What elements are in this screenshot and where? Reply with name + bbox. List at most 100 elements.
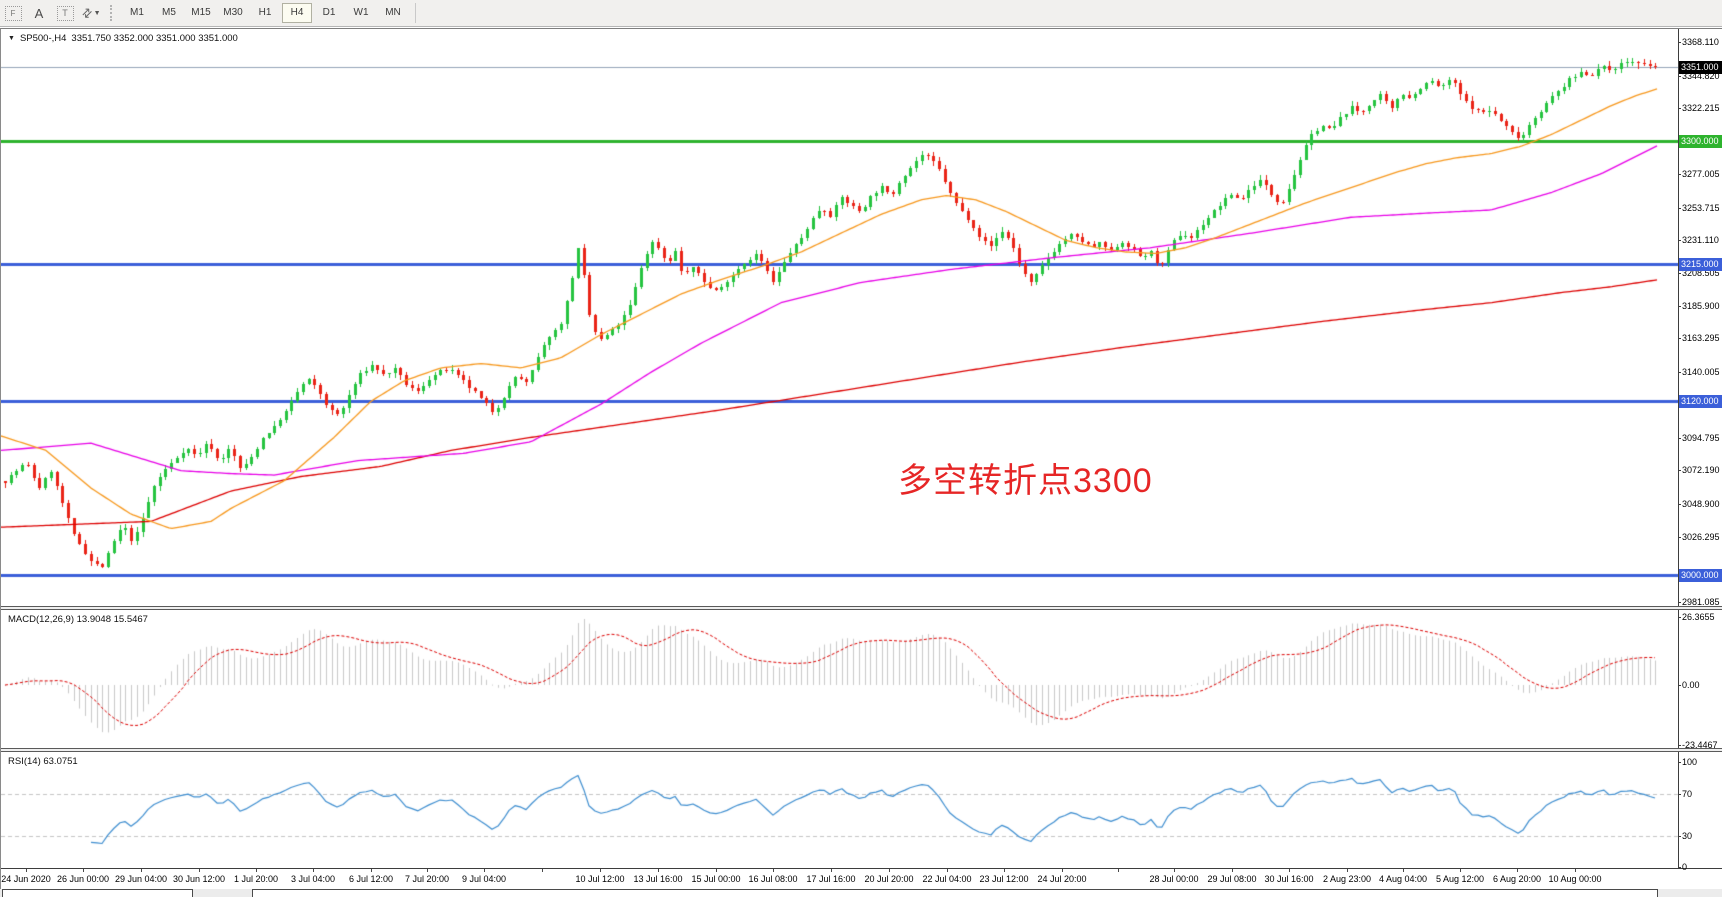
time-axis[interactable]: 24 Jun 2020 26 Jun 00:00 29 Jun 04:00 30 Ju… [1,868,1722,890]
time-axis-tick [199,869,200,872]
time-axis-tick [1517,869,1518,872]
time-axis-label: 26 Jun 00:00 [56,874,110,884]
time-axis-tick [947,869,948,872]
rsi-panel: RSI(14) 63.0751 100 70 30 0 [1,752,1722,872]
macd-scale-label: 26.3655 [1678,612,1715,622]
time-axis-label: 7 Jul 20:00 [404,874,450,884]
time-axis-tick [658,869,659,872]
price-scale-label: 3072.190 [1678,465,1720,476]
price-scale-label: 3322.215 [1678,103,1720,114]
time-axis-tick [1347,869,1348,872]
time-axis-tick [26,869,27,872]
background-window-edge [2,889,193,897]
time-axis-tick [1174,869,1175,872]
symbol-period-label: SP500-,H4 [19,33,67,44]
price-scale-label: 3231.110 [1678,235,1719,246]
candlestick-chart-canvas[interactable] [1,29,1679,606]
time-axis-label: 22 Jul 04:00 [922,874,972,884]
price-line-label: 3120.000 [1679,395,1722,409]
timeframe-h4[interactable]: H4 [282,3,312,23]
price-line-label: 3215.000 [1679,257,1722,271]
price-scale-label: 3163.295 [1678,333,1720,344]
price-scale-label: 3277.005 [1678,168,1720,179]
time-axis-tick [1289,869,1290,872]
time-axis-label: 3 Jul 04:00 [290,874,336,884]
price-scale-label: 3140.005 [1678,367,1720,378]
time-axis-label: 6 Jul 12:00 [348,874,394,884]
timeframe-w1[interactable]: W1 [353,7,369,18]
price-line-label: 3000.000 [1679,568,1722,582]
time-axis-tick [1004,869,1005,872]
price-scale-label: 3253.715 [1678,202,1720,213]
time-axis-label: 1 Jul 20:00 [233,874,279,884]
time-axis-tick [313,869,314,872]
rsi-scale[interactable]: 100 70 30 0 [1677,752,1722,872]
ohlc-values: 3351.750 3352.000 3351.000 3351.000 [71,33,238,44]
time-axis-label: 6 Aug 20:00 [1492,874,1542,884]
price-line-label: 3300.000 [1679,134,1722,148]
timeframe-mn[interactable]: MN [385,7,401,18]
time-axis-tick [542,869,543,872]
time-axis-label: 9 Jul 04:00 [461,874,507,884]
price-scale[interactable]: 3368.110 3344.820 3322.215 3277.005 3253.715… [1678,29,1722,607]
rsi-scale-label: 0 [1677,862,1688,872]
macd-scale-label: -23.4467 [1678,740,1718,751]
time-axis-tick [716,869,717,872]
time-axis-label: 24 Jun 2020 [1,874,51,884]
time-axis-label: 29 Jul 08:00 [1207,874,1257,884]
time-axis-label: 29 Jun 04:00 [114,874,168,884]
arrows-dropdown-icon[interactable]: ⇄ ▼ [78,4,101,22]
timeframe-d1[interactable]: D1 [322,7,336,18]
macd-canvas[interactable] [1,610,1679,748]
rsi-label: RSI(14) 63.0751 [8,756,78,767]
panel-splitter[interactable] [1,606,1722,610]
annotation-text: 多空转折点3300 [898,462,1153,500]
time-axis-tick [1460,869,1461,872]
timeframe-m5[interactable]: M5 [162,7,176,18]
price-line-label: 3351.000 [1679,60,1722,74]
time-axis-tick [371,869,372,872]
macd-panel: MACD(12,26,9) 13.9048 15.5467 26.3655 0.0… [1,610,1722,751]
price-scale-label: 3368.110 [1678,36,1719,47]
price-scale-label: 3026.295 [1678,531,1720,542]
letter-a-icon[interactable]: A [34,5,44,21]
timeframe-m15[interactable]: M15 [191,7,211,18]
time-axis-tick [773,869,774,872]
time-axis-tick [484,869,485,872]
time-axis-tick [427,869,428,872]
timeframe-m1[interactable]: M1 [130,7,144,18]
time-axis-label: 17 Jul 16:00 [806,874,856,884]
symbol-dropdown-icon[interactable]: ▼ [8,35,15,42]
time-axis-label: 10 Jul 12:00 [575,874,625,884]
time-axis-label: 24 Jul 20:00 [1037,874,1087,884]
chevron-down-icon: ▼ [93,9,101,17]
time-axis-label: 23 Jul 12:00 [979,874,1029,884]
time-axis-label: 28 Jul 00:00 [1149,874,1199,884]
time-axis-label: 20 Jul 20:00 [864,874,914,884]
time-axis-tick [1232,869,1233,872]
rsi-scale-label: 70 [1677,788,1693,799]
timeframe-h1[interactable]: H1 [258,7,272,18]
time-axis-label: 16 Jul 08:00 [748,874,798,884]
time-axis-label: 2 Aug 23:00 [1322,874,1372,884]
price-scale-label: 3344.820 [1678,70,1720,81]
macd-scale[interactable]: 26.3655 0.00 -23.4467 [1678,610,1722,751]
time-axis-tick [889,869,890,872]
text-t-icon[interactable]: T [53,3,77,23]
toolbar-drag-handle[interactable] [110,5,115,21]
main-chart-panel: ▼ SP500-,H4 3351.750 3352.000 3351.000 3… [1,29,1722,607]
time-axis-tick [600,869,601,872]
frame-f-icon[interactable]: F [1,3,25,23]
time-axis-label: 10 Aug 00:00 [1548,874,1602,884]
time-axis-label: 5 Aug 12:00 [1435,874,1485,884]
rsi-scale-label: 30 [1677,830,1693,841]
time-axis-tick [256,869,257,872]
rsi-canvas[interactable] [1,752,1679,868]
time-axis-tick [83,869,84,872]
time-axis-label: 30 Jun 12:00 [172,874,226,884]
time-axis-label: 30 Jul 16:00 [1264,874,1314,884]
timeframe-m30[interactable]: M30 [223,7,243,18]
panel-splitter[interactable] [1,748,1722,752]
time-axis-tick [1403,869,1404,872]
